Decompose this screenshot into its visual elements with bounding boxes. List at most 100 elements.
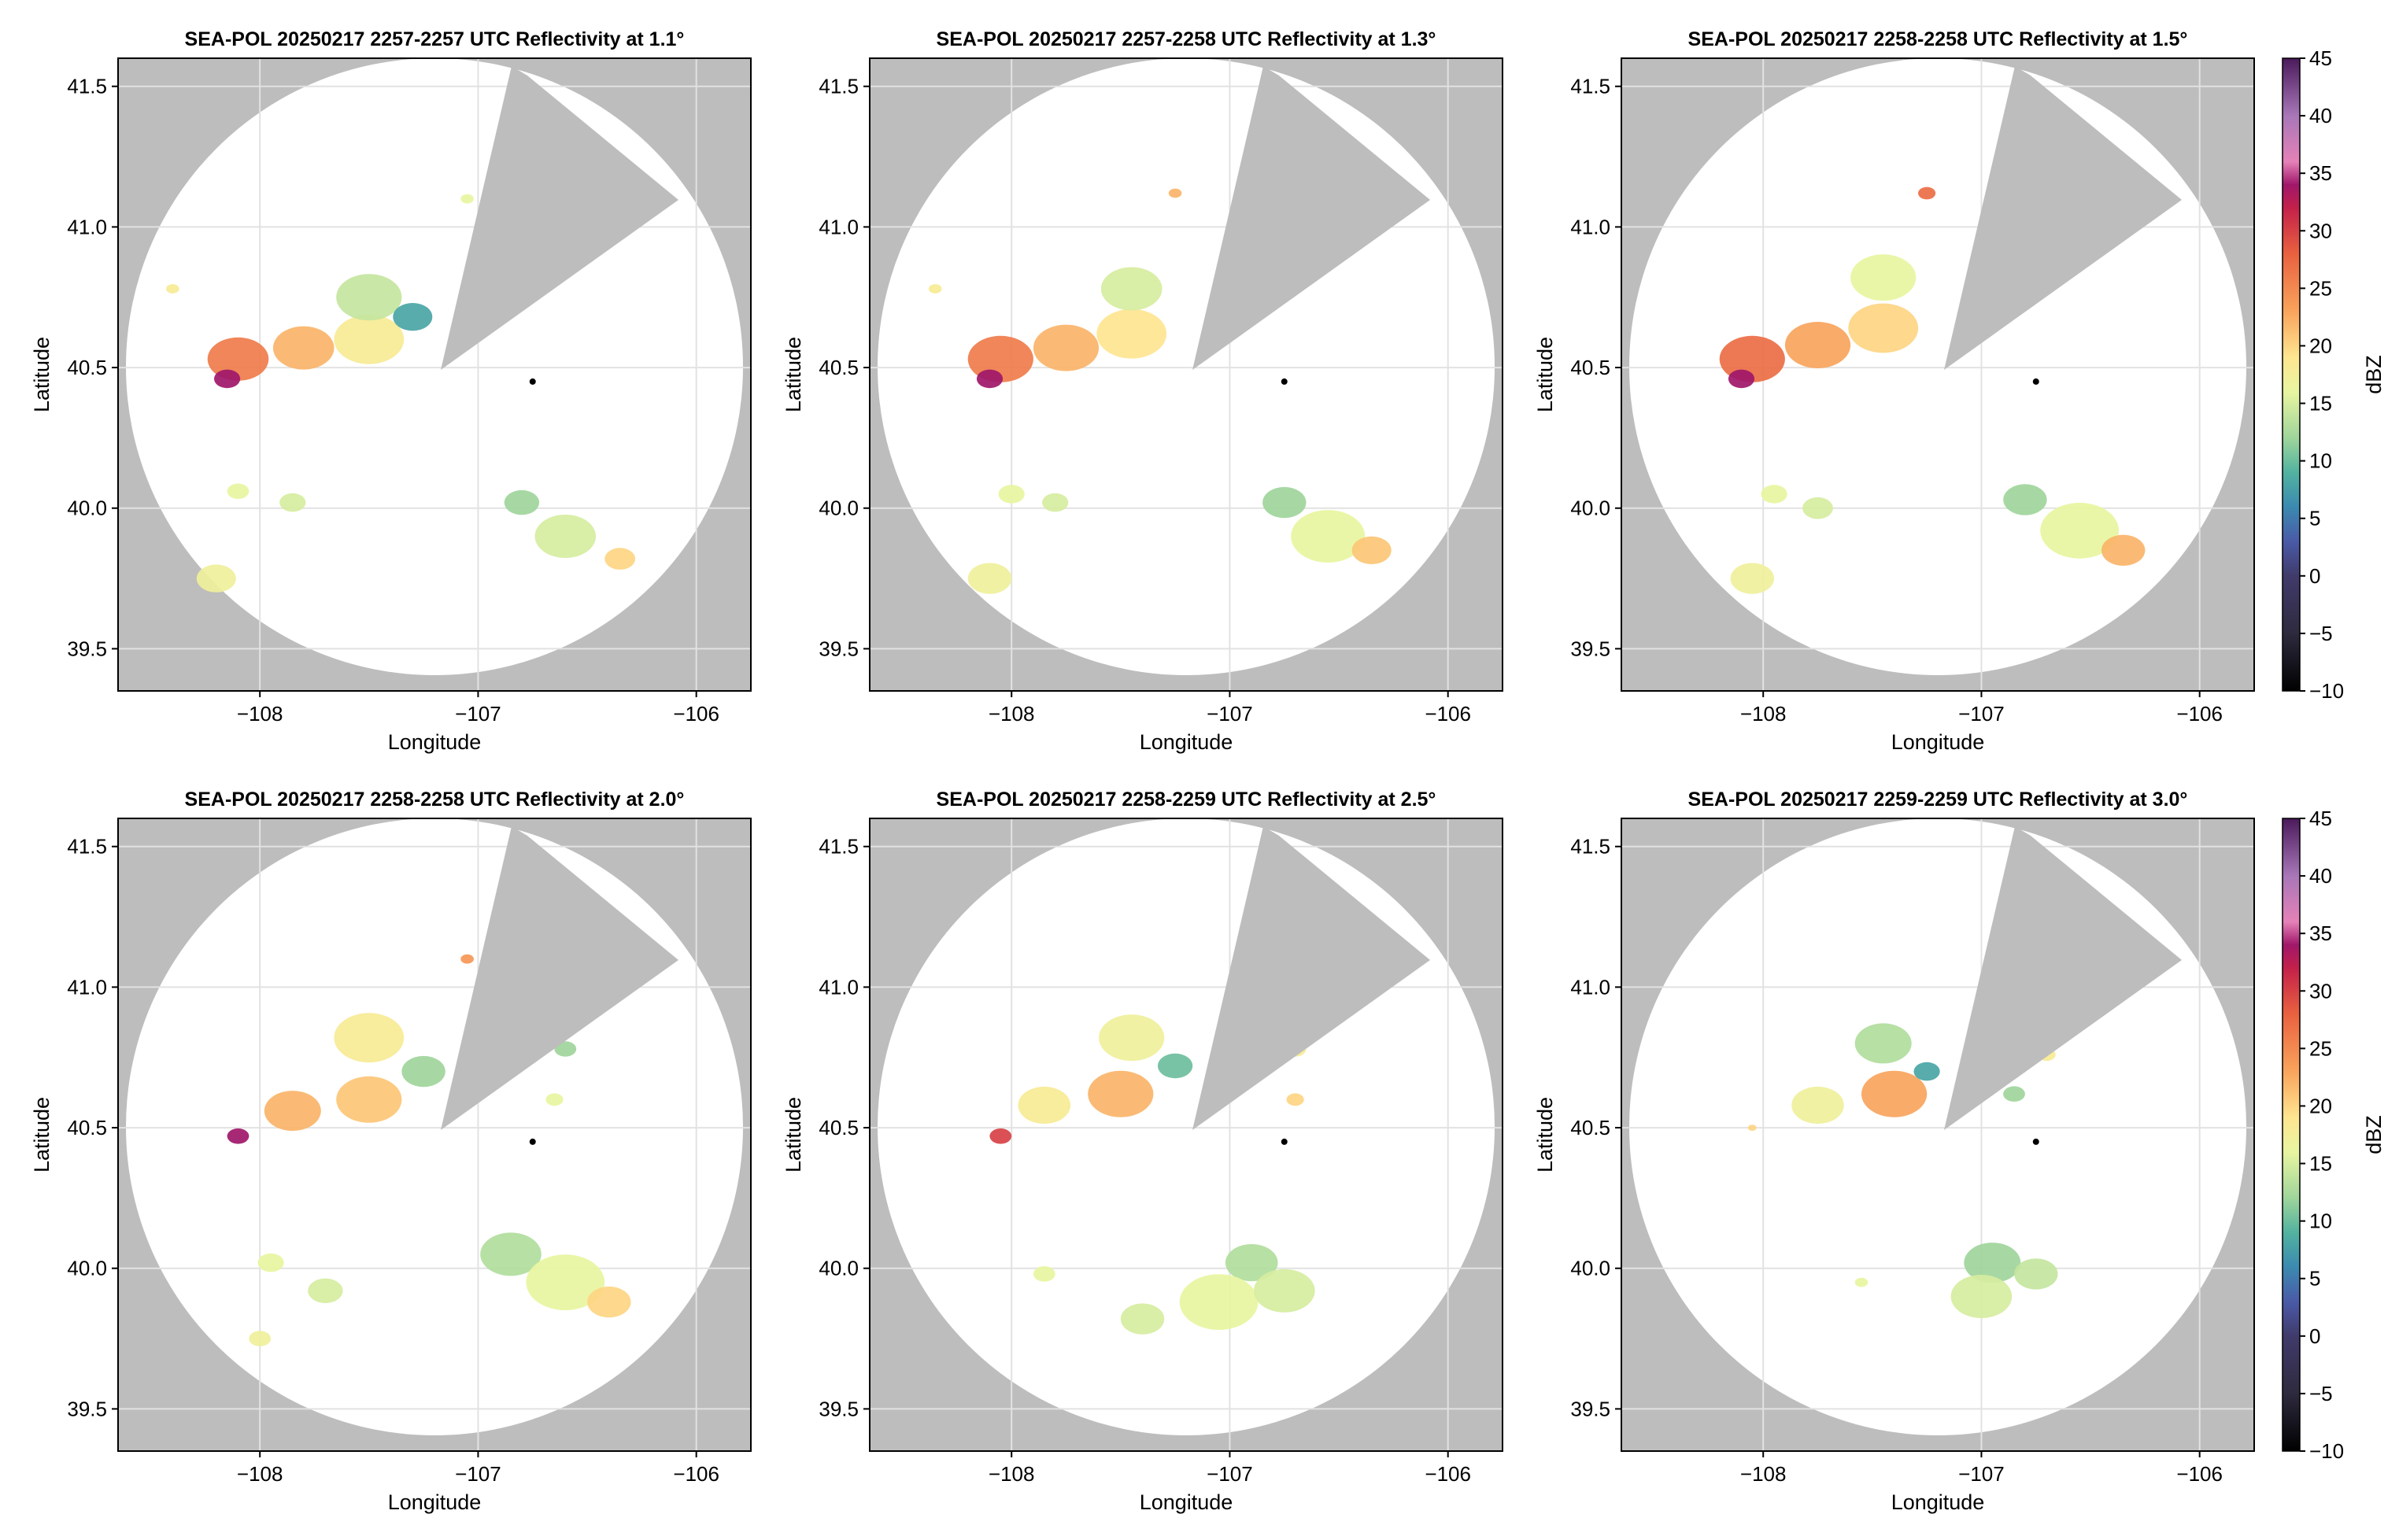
echo-cell: [460, 194, 474, 204]
echo-cell: [401, 1055, 445, 1088]
y-tick-label: 40.5: [67, 1116, 107, 1139]
radar-panel-3: −108 −107 −106 39.5 40.0 40.5 41.0 41.5 SEA-POL …: [1533, 28, 2255, 754]
y-tick-label: 40.5: [67, 356, 107, 379]
echo-cell: [1784, 322, 1851, 368]
x-axis-label: Longitude: [1891, 1490, 1985, 1514]
echo-cell: [257, 1253, 284, 1272]
axes-frame: [1621, 818, 2255, 1452]
y-tick-label: 39.5: [819, 637, 859, 660]
echo-cell: [1033, 324, 1100, 371]
echo-cell: [1351, 536, 1392, 564]
echo-cell: [336, 274, 402, 321]
radar-site-marker: [1281, 378, 1288, 385]
radar-panel-5: −108 −107 −106 39.5 40.0 40.5 41.0 41.5 SEA-POL …: [782, 788, 1503, 1514]
colorbar-tick-label: 15: [2309, 1152, 2332, 1176]
echo-cell: [336, 1076, 402, 1123]
y-tick-label: 41.0: [819, 975, 859, 999]
radar-coverage-disk: [126, 818, 743, 1435]
y-tick-label: 40.0: [1570, 1257, 1610, 1280]
echo-cell: [1254, 1269, 1315, 1313]
echo-cell: [1802, 497, 1833, 519]
echo-cell: [1747, 1125, 1757, 1131]
echo-cell: [1157, 1053, 1193, 1079]
echo-cell: [1848, 303, 1919, 353]
echo-cell: [1950, 1275, 2013, 1318]
echo-cell: [1018, 1086, 1071, 1125]
y-tick-label: 40.0: [1570, 497, 1610, 520]
echo-cell: [334, 314, 405, 364]
y-tick-label: 40.5: [819, 356, 859, 379]
y-axis-label: Latitude: [30, 337, 54, 412]
echo-cell: [1179, 1274, 1259, 1330]
echo-cell: [1286, 1093, 1304, 1106]
x-tick-label: −108: [989, 702, 1035, 726]
echo-cell: [1854, 1277, 1869, 1287]
x-tick-label: −106: [673, 702, 719, 726]
colorbar-tick-label: 35: [2309, 161, 2332, 185]
echo-cell: [1918, 186, 1936, 200]
y-tick-label: 41.0: [67, 975, 107, 999]
reflectivity-echoes: [166, 194, 636, 593]
echo-cell: [1033, 1266, 1055, 1282]
echo-cell: [227, 483, 250, 500]
y-tick-label: 41.0: [1570, 215, 1610, 238]
x-axis-label: Longitude: [1140, 730, 1233, 754]
panel-group: −108 −107 −106 39.5 40.0 40.5 41.0 41.5 SEA-POL …: [30, 28, 2255, 1514]
blocked-sector: [441, 66, 678, 370]
colorbar-label: dBZ: [2362, 1115, 2386, 1154]
echo-cell: [1854, 1023, 1912, 1064]
colorbar-tick-label: 10: [2309, 1209, 2332, 1233]
x-tick-label: −107: [1958, 1462, 2005, 1486]
colorbar-tick-label: 25: [2309, 276, 2332, 300]
echo-cell: [2040, 502, 2120, 559]
y-tick-label: 41.5: [1570, 835, 1610, 859]
echo-cell: [1100, 267, 1163, 311]
echo-cell: [1728, 369, 1755, 389]
radar-panel-2: −108 −107 −106 39.5 40.0 40.5 41.0 41.5 SEA-POL …: [782, 28, 1503, 754]
echo-cell: [227, 1128, 250, 1144]
y-tick-label: 40.0: [819, 497, 859, 520]
panel-title: SEA-POL 20250217 2257-2257 UTC Reflectiv…: [185, 28, 685, 50]
colorbar-tick-label: 40: [2309, 864, 2332, 888]
y-tick-label: 40.5: [819, 1116, 859, 1139]
echo-cell: [1088, 1070, 1154, 1117]
x-axis-label: Longitude: [1140, 1490, 1233, 1514]
echo-cell: [587, 1286, 631, 1318]
axes-frame: [117, 57, 752, 692]
y-tick-label: 40.0: [819, 1257, 859, 1280]
echo-cell: [2003, 484, 2047, 515]
radar-site-marker: [2032, 378, 2039, 385]
y-tick-label: 41.0: [1570, 975, 1610, 999]
colorbar-tick-label: 40: [2309, 104, 2332, 127]
colorbar-tick-label: 20: [2309, 1094, 2332, 1117]
colorbar-group: 45 40 35 30 25 20 15 10 5 0 −5 −10 dBZ 45 40 35 30 25 20 15…: [2282, 46, 2386, 1463]
reflectivity-echoes: [227, 954, 631, 1346]
echo-cell: [214, 369, 241, 389]
blocked-sector: [1944, 66, 2182, 370]
radar-panel-1: −108 −107 −106 39.5 40.0 40.5 41.0 41.5 SEA-POL …: [30, 28, 752, 754]
y-tick-label: 40.5: [1570, 1116, 1610, 1139]
radar-site-marker: [1281, 1138, 1288, 1145]
x-axis-label: Longitude: [388, 730, 482, 754]
echo-cell: [534, 515, 597, 558]
echo-cell: [264, 1091, 321, 1132]
colorbar-tick-label: −10: [2309, 679, 2344, 703]
panel-title: SEA-POL 20250217 2258-2259 UTC Reflectiv…: [937, 788, 1436, 811]
echo-cell: [545, 1093, 564, 1106]
colorbar-label: dBZ: [2362, 355, 2386, 394]
blocked-sector: [1192, 66, 1430, 370]
echo-cell: [196, 564, 236, 593]
echo-cell: [166, 284, 179, 294]
y-tick-label: 39.5: [1570, 637, 1610, 660]
reflectivity-echoes: [1719, 186, 2146, 594]
panel-title: SEA-POL 20250217 2259-2259 UTC Reflectiv…: [1688, 788, 2188, 811]
x-tick-label: −108: [1740, 702, 1787, 726]
colorbar-tick-label: 45: [2309, 46, 2332, 70]
colorbar-gradient: [2283, 818, 2300, 1451]
echo-cell: [1120, 1303, 1165, 1335]
x-tick-label: −107: [455, 702, 501, 726]
y-tick-label: 40.0: [67, 497, 107, 520]
y-axis-label: Latitude: [30, 1097, 54, 1173]
y-tick-label: 40.0: [67, 1257, 107, 1280]
